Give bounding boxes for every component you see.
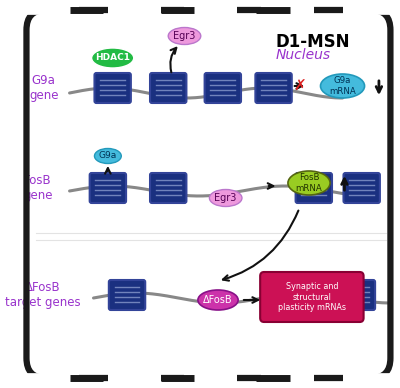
- FancyBboxPatch shape: [205, 73, 241, 103]
- FancyBboxPatch shape: [339, 280, 375, 310]
- Text: Synaptic and
structural
plasticity mRNAs: Synaptic and structural plasticity mRNAs: [278, 282, 346, 312]
- FancyBboxPatch shape: [150, 73, 186, 103]
- Ellipse shape: [92, 48, 134, 68]
- Text: ΔFosB
target genes: ΔFosB target genes: [5, 281, 80, 309]
- Text: G9a
gene: G9a gene: [29, 74, 58, 102]
- Text: FosB
mRNA: FosB mRNA: [296, 173, 322, 193]
- Text: Egr3: Egr3: [173, 31, 196, 41]
- Text: HDAC1: HDAC1: [95, 54, 130, 62]
- FancyBboxPatch shape: [255, 73, 292, 103]
- Text: FosB
gene: FosB gene: [23, 174, 53, 202]
- Ellipse shape: [210, 189, 242, 206]
- Ellipse shape: [94, 149, 121, 163]
- Ellipse shape: [198, 290, 238, 310]
- Text: ✗: ✗: [293, 78, 306, 94]
- Text: D1-MSN: D1-MSN: [276, 33, 350, 51]
- FancyBboxPatch shape: [296, 173, 332, 203]
- FancyBboxPatch shape: [260, 272, 364, 322]
- FancyBboxPatch shape: [90, 173, 126, 203]
- Text: Nucleus: Nucleus: [276, 48, 331, 62]
- Text: G9a: G9a: [99, 151, 117, 161]
- Text: G9a
mRNA: G9a mRNA: [329, 76, 356, 96]
- Ellipse shape: [320, 74, 364, 98]
- FancyBboxPatch shape: [109, 280, 145, 310]
- FancyBboxPatch shape: [94, 73, 131, 103]
- Text: Egr3: Egr3: [214, 193, 237, 203]
- FancyBboxPatch shape: [150, 173, 186, 203]
- Ellipse shape: [168, 28, 201, 45]
- Ellipse shape: [288, 171, 330, 195]
- FancyBboxPatch shape: [344, 173, 380, 203]
- Text: ΔFosB: ΔFosB: [203, 295, 233, 305]
